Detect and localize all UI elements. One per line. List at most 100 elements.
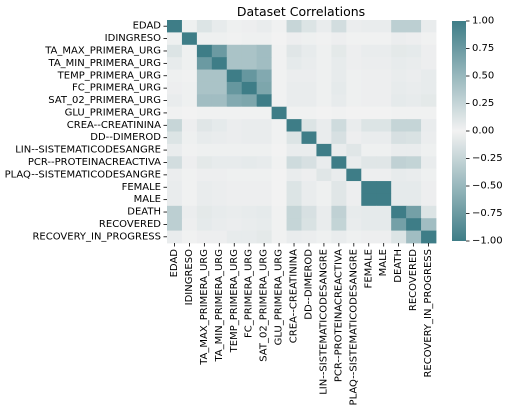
chart-title: Dataset Correlations	[237, 4, 365, 19]
heatmap-cell	[241, 230, 258, 244]
heatmap-cell	[196, 230, 213, 244]
x-tick-label: FC_PRIMERA_URG	[244, 249, 255, 338]
heatmap-cell	[256, 143, 273, 157]
heatmap-cell	[196, 193, 213, 207]
heatmap-cell	[241, 94, 258, 108]
heatmap-cell	[226, 168, 243, 182]
heatmap-cell	[406, 20, 422, 33]
heatmap-cell	[361, 143, 377, 157]
heatmap-cell	[167, 205, 183, 219]
heatmap-cell	[211, 106, 228, 120]
x-tick-label: GLU_PRIMERA_URG	[274, 249, 285, 345]
heatmap-cell	[286, 131, 302, 145]
y-tick-label: DEATH	[127, 207, 161, 218]
heatmap-cell	[211, 193, 228, 207]
heatmap-cell	[346, 69, 362, 83]
colorbar-tick-label: −0.75	[472, 208, 503, 219]
heatmap-cell	[316, 32, 332, 46]
colorbar-tick-label: 0.00	[472, 126, 494, 137]
heatmap-cell	[241, 168, 258, 182]
heatmap-cell	[361, 230, 377, 244]
heatmap-cell	[286, 81, 302, 95]
heatmap-cell	[421, 156, 437, 170]
heatmap-cell	[167, 143, 183, 157]
heatmap-cell	[181, 168, 198, 182]
heatmap-cell	[241, 119, 258, 132]
heatmap-cell	[241, 218, 258, 232]
heatmap-cell	[301, 156, 317, 170]
heatmap-cell	[331, 181, 347, 194]
heatmap-cell	[181, 131, 198, 145]
heatmap-cell	[211, 69, 228, 83]
heatmap-cell	[196, 69, 213, 83]
heatmap-cell	[331, 193, 347, 207]
y-tick-label: FEMALE	[122, 182, 161, 193]
y-tick-label: FC_PRIMERA_URG	[72, 83, 161, 94]
heatmap-cell	[271, 205, 287, 219]
heatmap-cell	[181, 193, 198, 207]
heatmap-cell	[316, 106, 332, 120]
heatmap-cell	[241, 205, 258, 219]
heatmap-cell	[376, 57, 392, 70]
heatmap-cell	[421, 81, 437, 95]
y-tick-label: RECOVERY_IN_PROGRESS	[32, 231, 161, 242]
heatmap-cell	[331, 57, 347, 70]
heatmap-cell	[211, 119, 228, 132]
heatmap-cell	[271, 181, 287, 194]
heatmap-cell	[196, 57, 213, 70]
heatmap-cell	[391, 181, 407, 194]
heatmap-cell	[286, 94, 302, 108]
heatmap-cell	[181, 94, 198, 108]
heatmap-cell	[406, 230, 422, 244]
heatmap-cell	[391, 230, 407, 244]
heatmap-cell	[346, 32, 362, 46]
heatmap-cell	[167, 181, 183, 194]
heatmap-cell	[331, 230, 347, 244]
x-tick-label: SAT_02_PRIMERA_URG	[259, 249, 270, 362]
heatmap-cell	[226, 94, 243, 108]
heatmap-cell	[376, 131, 392, 145]
heatmap-cell	[331, 168, 347, 182]
heatmap-cell	[286, 20, 302, 33]
heatmap-cell	[167, 168, 183, 182]
y-tick-label: PLAQ--SISTEMATICODESANGRE	[5, 169, 161, 180]
heatmap-cell	[316, 181, 332, 194]
heatmap-cell	[271, 168, 287, 182]
heatmap-cell	[286, 205, 302, 219]
x-tick-label: FEMALE	[363, 249, 374, 288]
heatmap-cell	[346, 20, 362, 33]
heatmap-cell	[346, 205, 362, 219]
heatmap-cell	[226, 205, 243, 219]
y-tick-label: TA_MIN_PRIMERA_URG	[47, 58, 161, 69]
heatmap-cell	[181, 156, 198, 170]
heatmap-cell	[391, 81, 407, 95]
heatmap-cell	[421, 181, 437, 194]
y-tick-label: DD--DIMEROD	[90, 132, 161, 143]
heatmap-cell	[391, 193, 407, 207]
heatmap-cell	[271, 156, 287, 170]
x-tick-label: PCR--PROTEINACREACTIVA	[333, 249, 344, 382]
heatmap-cell	[406, 57, 422, 70]
heatmap-cell	[406, 32, 422, 46]
heatmap-cell	[391, 131, 407, 145]
heatmap-cell	[346, 119, 362, 132]
heatmap-cell	[211, 57, 228, 70]
colorbar-tick-label: 0.50	[472, 71, 494, 82]
heatmap-cell	[226, 20, 243, 33]
colorbar-tick-label: −0.50	[472, 181, 503, 192]
heatmap-cell	[271, 193, 287, 207]
heatmap-cell	[406, 44, 422, 58]
heatmap-cell	[316, 69, 332, 83]
heatmap-cell	[211, 94, 228, 108]
heatmap-cell	[181, 57, 198, 70]
heatmap-cell	[421, 57, 437, 70]
heatmap-cell	[376, 193, 392, 207]
heatmap-cell	[301, 57, 317, 70]
heatmap-cell	[286, 230, 302, 244]
heatmap-cell	[256, 218, 273, 232]
heatmap-cell	[406, 119, 422, 132]
heatmap-cell	[211, 81, 228, 95]
x-tick-label: RECOVERY_IN_PROGRESS	[423, 249, 434, 378]
heatmap-cell	[271, 230, 287, 244]
y-tick-label: MALE	[134, 194, 161, 205]
